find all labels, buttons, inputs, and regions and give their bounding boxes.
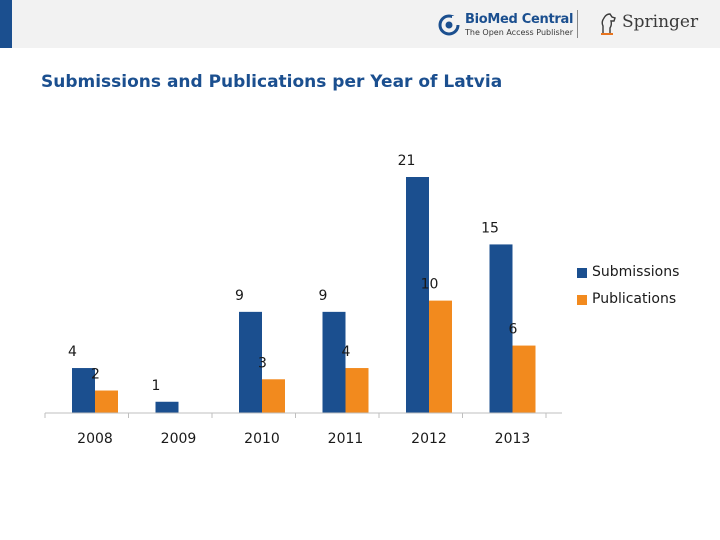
bar-publications-2011 bbox=[345, 368, 369, 413]
biomed-central-logo: BioMed Central The Open Access Publisher bbox=[438, 12, 578, 40]
x-tick-label-2008: 2008 bbox=[77, 431, 113, 447]
data-label-publications-2013: 6 bbox=[509, 322, 518, 338]
x-tick-label-2009: 2009 bbox=[161, 431, 197, 447]
biomed-central-mark-icon bbox=[438, 14, 460, 36]
bar-submissions-2009 bbox=[155, 401, 179, 413]
legend-swatch-submissions bbox=[577, 268, 587, 278]
bar-publications-2008 bbox=[95, 390, 118, 413]
legend-label-submissions: Submissions bbox=[592, 264, 680, 280]
x-axis-ticks bbox=[44, 413, 547, 418]
legend-label-publications: Publications bbox=[592, 291, 677, 307]
data-label-submissions-2011: 9 bbox=[319, 288, 328, 304]
x-tick-label-2010: 2010 bbox=[244, 431, 280, 447]
bar-publications-2012 bbox=[429, 300, 452, 413]
data-label-publications-2011: 4 bbox=[342, 344, 351, 360]
biomed-central-name: BioMed Central bbox=[465, 12, 574, 27]
x-tick-labels-group: 2008 2009 2010 2011 2012 2013 bbox=[77, 431, 530, 447]
data-label-submissions-2010: 9 bbox=[235, 288, 244, 304]
x-tick-label-2013: 2013 bbox=[495, 431, 531, 447]
legend-swatch-publications bbox=[577, 295, 587, 305]
header-band bbox=[0, 0, 720, 48]
header-accent-bar bbox=[0, 0, 12, 48]
springer-horse-icon bbox=[601, 13, 616, 35]
bar-submissions-2008 bbox=[72, 368, 95, 413]
bar-publications-2010 bbox=[262, 379, 285, 413]
data-label-publications-2008: 2 bbox=[91, 367, 100, 383]
bar-publications-2013 bbox=[512, 345, 536, 413]
bar-submissions-2012 bbox=[406, 177, 429, 413]
bar-submissions-2010 bbox=[239, 311, 262, 413]
bar-submissions-2013 bbox=[489, 244, 513, 413]
data-label-submissions-2009: 1 bbox=[152, 378, 161, 394]
chart-title: Submissions and Publications per Year of… bbox=[41, 72, 503, 92]
springer-name: Springer bbox=[622, 12, 699, 32]
bar-submissions-2011 bbox=[322, 311, 346, 413]
data-label-publications-2012: 10 bbox=[421, 277, 439, 293]
x-tick-label-2012: 2012 bbox=[411, 431, 447, 447]
bars-group bbox=[72, 177, 536, 413]
data-label-submissions-2012: 21 bbox=[398, 153, 416, 169]
data-label-submissions-2013: 15 bbox=[481, 220, 499, 236]
data-label-publications-2010: 3 bbox=[258, 355, 267, 371]
x-tick-label-2011: 2011 bbox=[328, 431, 364, 447]
logo-divider bbox=[577, 10, 578, 38]
biomed-central-tagline: The Open Access Publisher bbox=[465, 28, 573, 37]
springer-logo: Springer bbox=[598, 10, 698, 38]
data-label-submissions-2008: 4 bbox=[68, 344, 77, 360]
